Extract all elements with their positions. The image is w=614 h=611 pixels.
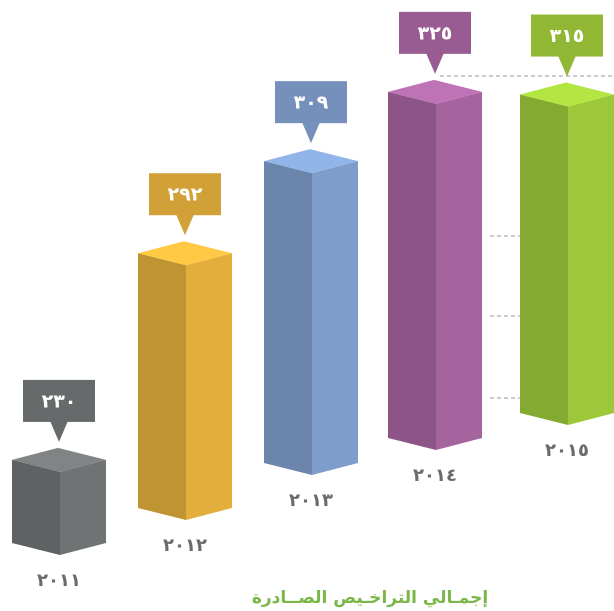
bar-top (264, 149, 358, 174)
value-label: ٢٩٢ (168, 184, 203, 206)
bar-front (264, 161, 312, 475)
bar-front (138, 253, 186, 520)
value-label-box (399, 11, 471, 54)
value-label-pointer (302, 122, 320, 144)
value-label-pointer (176, 214, 194, 236)
bar-front (388, 91, 436, 450)
bar-front (12, 459, 60, 555)
value-label-pointer (558, 55, 576, 77)
bar-side (312, 161, 358, 475)
bar-top (388, 79, 482, 104)
bar-side (186, 253, 232, 520)
value-label-box (275, 81, 347, 124)
value-label: ٣٢٥ (418, 22, 453, 44)
bar (264, 149, 358, 475)
value-label-pointer (50, 420, 68, 442)
value-label-pointer (426, 52, 444, 74)
bar-top (138, 241, 232, 266)
value-label: ٣٠٩ (294, 92, 329, 114)
value-label-box (23, 379, 95, 422)
value-label: ٢٣٠ (42, 390, 77, 412)
x-tick-label: ٢٠١٣ (289, 490, 333, 511)
value-label: ٣١٥ (550, 25, 585, 47)
bar-front (520, 94, 568, 426)
bar-top (12, 447, 106, 472)
bar (138, 241, 232, 520)
bar (12, 447, 106, 555)
bar (388, 79, 482, 450)
bar-side (60, 459, 106, 555)
x-tick-label: ٢٠١٤ (413, 465, 457, 486)
x-tick-label: ٢٠١١ (37, 570, 81, 591)
value-label-box (531, 14, 603, 57)
x-tick-label: ٢٠١٢ (163, 535, 207, 556)
chart-title: إجمـالي التراخـيص الصــادرة (252, 588, 488, 608)
bar-top (520, 82, 614, 107)
bar-side (568, 94, 614, 426)
value-label-box (149, 173, 221, 216)
x-tick-label: ٢٠١٥ (545, 440, 589, 461)
bar-side (436, 91, 482, 450)
bar (520, 82, 614, 426)
